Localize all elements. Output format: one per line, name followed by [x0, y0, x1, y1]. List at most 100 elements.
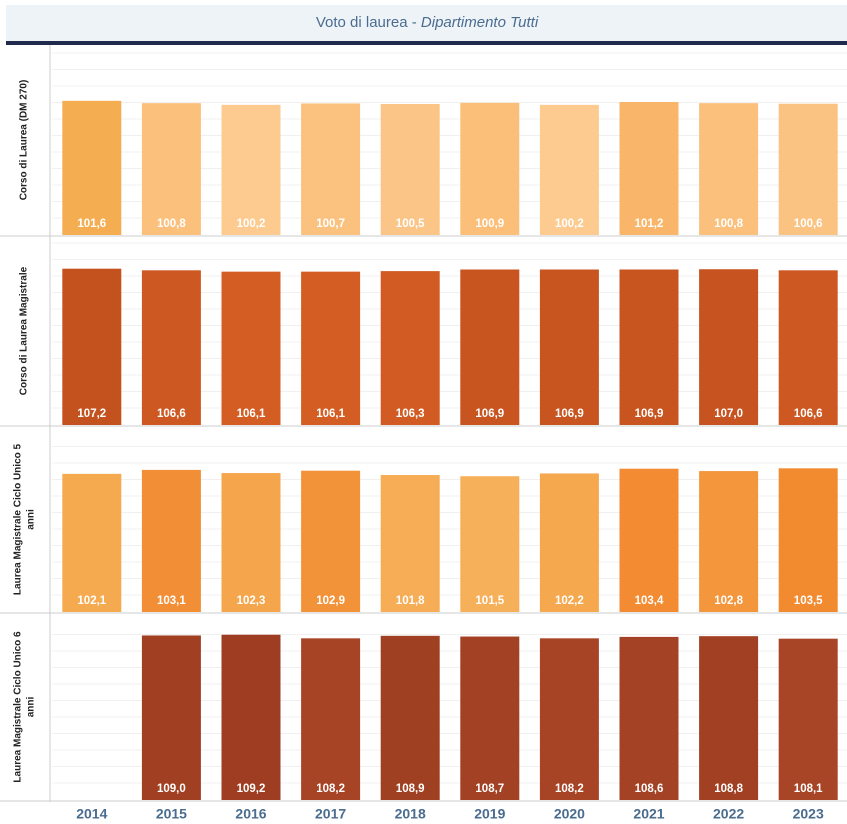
bar	[380, 271, 440, 425]
bar	[460, 476, 520, 612]
bar	[221, 104, 281, 235]
x-tick-label: 2019	[474, 806, 505, 822]
data-label: 107,2	[77, 408, 106, 420]
bar	[619, 636, 679, 800]
data-label: 101,8	[396, 595, 425, 607]
x-tick-label: 2014	[76, 806, 107, 822]
x-tick-label: 2023	[793, 806, 824, 822]
bar	[699, 471, 759, 612]
bar	[619, 269, 679, 425]
data-label: 100,2	[555, 218, 584, 230]
bar	[539, 269, 599, 425]
bar	[778, 270, 838, 425]
data-label: 106,6	[794, 408, 823, 420]
row-label-line: Laurea Magistrale Ciclo Unico 5	[12, 443, 23, 595]
x-tick-label: 2017	[315, 806, 346, 822]
data-label: 100,2	[237, 218, 266, 230]
data-label: 106,9	[635, 408, 664, 420]
bar	[301, 271, 361, 425]
data-label: 108,7	[475, 783, 504, 795]
bar	[778, 103, 838, 236]
bar	[62, 100, 122, 236]
bar	[778, 468, 838, 612]
row-label-line: anni	[25, 509, 36, 530]
data-label: 101,6	[77, 218, 106, 230]
bar	[62, 473, 122, 612]
bar	[301, 103, 361, 235]
bar	[221, 473, 281, 612]
data-label: 106,9	[475, 408, 504, 420]
data-label: 100,6	[794, 218, 823, 230]
data-label: 109,2	[237, 783, 266, 795]
bar	[380, 635, 440, 800]
bar	[301, 470, 361, 612]
bar	[539, 638, 599, 800]
chart-title: Voto di laurea - Dipartimento Tutti	[316, 14, 539, 31]
data-label: 108,1	[794, 783, 823, 795]
data-label: 109,0	[157, 783, 186, 795]
title-sub: Dipartimento Tutti	[421, 14, 539, 31]
data-label: 101,5	[475, 595, 504, 607]
row-label: Corso di Laurea Magistrale	[19, 266, 30, 395]
row-label: Laurea Magistrale Ciclo Unico 6 anni	[12, 631, 36, 783]
x-tick-label: 2020	[554, 806, 585, 822]
bar	[141, 469, 201, 612]
x-tick-label: 2015	[156, 806, 187, 822]
x-tick-label: 2022	[713, 806, 744, 822]
data-label: 108,8	[714, 783, 743, 795]
bar	[221, 271, 281, 425]
data-label: 103,5	[794, 595, 823, 607]
data-label: 100,8	[157, 218, 186, 230]
title-rule	[6, 41, 847, 45]
data-label: 108,9	[396, 783, 425, 795]
data-label: 100,9	[475, 218, 504, 230]
bar	[460, 269, 520, 425]
data-label: 103,1	[157, 595, 186, 607]
bar	[380, 475, 440, 612]
data-label: 100,8	[714, 218, 743, 230]
bar	[221, 634, 281, 800]
row-label-line: anni	[25, 697, 36, 718]
row-label: Laurea Magistrale Ciclo Unico 5 anni	[12, 443, 36, 595]
data-label: 102,1	[77, 595, 106, 607]
bar	[699, 269, 759, 425]
data-label: 106,6	[157, 408, 186, 420]
title-main: Voto di laurea -	[316, 14, 417, 31]
bar	[539, 104, 599, 235]
bar	[141, 270, 201, 425]
bar	[141, 635, 201, 800]
bar	[699, 636, 759, 800]
row-label-line: Laurea Magistrale Ciclo Unico 6	[12, 631, 23, 783]
data-label: 106,9	[555, 408, 584, 420]
bar	[141, 103, 201, 235]
data-label: 108,2	[316, 783, 345, 795]
data-label: 100,7	[316, 218, 345, 230]
data-label: 100,5	[396, 218, 425, 230]
bar	[619, 468, 679, 612]
data-label: 101,2	[635, 218, 664, 230]
title-bar	[6, 5, 847, 41]
data-label: 106,1	[316, 408, 345, 420]
x-tick-label: 2016	[235, 806, 266, 822]
x-tick-label: 2018	[395, 806, 426, 822]
bar	[460, 636, 520, 800]
data-label: 107,0	[714, 408, 743, 420]
data-label: 103,4	[635, 595, 664, 607]
data-label: 102,3	[237, 595, 266, 607]
data-label: 108,2	[555, 783, 584, 795]
data-label: 106,1	[237, 408, 266, 420]
data-label: 106,3	[396, 408, 425, 420]
data-label: 102,8	[714, 595, 743, 607]
bar	[539, 473, 599, 612]
data-label: 102,2	[555, 595, 584, 607]
bar	[301, 638, 361, 800]
row-label: Corso di Laurea (DM 270)	[19, 80, 30, 201]
bar	[699, 103, 759, 235]
bar	[62, 268, 122, 425]
data-label: 108,6	[635, 783, 664, 795]
x-tick-label: 2021	[633, 806, 664, 822]
bar	[619, 102, 679, 235]
data-label: 102,9	[316, 595, 345, 607]
bar	[460, 102, 520, 235]
